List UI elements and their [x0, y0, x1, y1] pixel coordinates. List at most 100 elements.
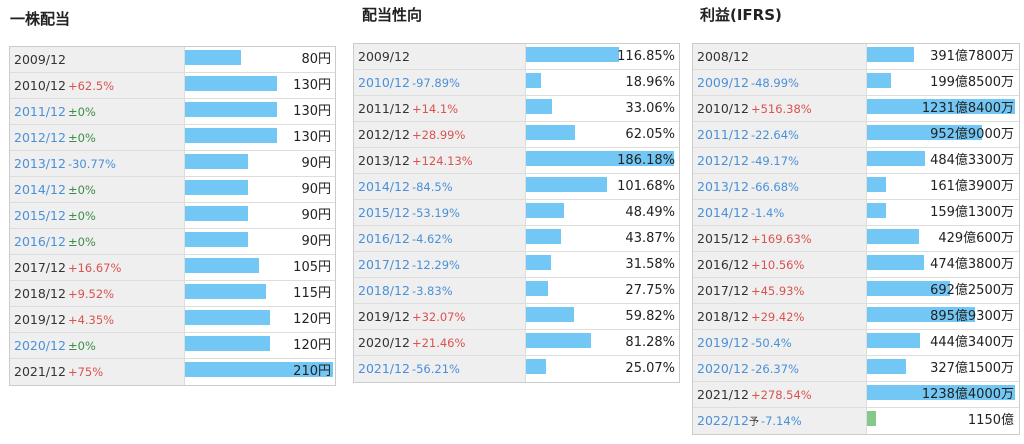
value-bar [185, 76, 277, 91]
row-label: 2012/12 -49.17% [693, 148, 867, 173]
change-percent: -53.19% [411, 206, 460, 220]
value-text: 90円 [301, 234, 331, 249]
dividend-table: 2009/12 80円 2010/12 +62.5% 130円 2011/12 ±0% 130… [9, 46, 336, 386]
table-row: 2021/12 +75% 210円 [10, 359, 335, 385]
year-label: 2013/12 [697, 179, 749, 194]
table-row: 2013/12 -30.77% 90円 [10, 151, 335, 177]
table-row: 2016/12 -4.62% 43.87% [354, 226, 679, 252]
value-text: 1150億 [967, 413, 1014, 428]
change-percent: -26.37% [750, 362, 799, 376]
change-percent: +21.46% [411, 336, 466, 350]
change-percent: +75% [67, 365, 104, 379]
year-label: 2009/12 [358, 49, 410, 64]
year-label: 2017/12 [358, 257, 410, 272]
value-bar [185, 232, 249, 247]
change-percent: +4.35% [67, 313, 115, 327]
value-bar [185, 180, 249, 195]
value-bar [867, 47, 915, 62]
value-cell: 90円 [185, 151, 335, 176]
table-row: 2012/12 -49.17% 484億3300万 [693, 148, 1019, 174]
value-text: 90円 [301, 156, 331, 171]
year-label: 2013/12 [358, 153, 410, 168]
value-bar [185, 102, 277, 117]
value-text: 43.87% [625, 231, 675, 246]
row-label: 2014/12 -84.5% [354, 174, 526, 199]
value-bar [185, 50, 242, 65]
table-row: 2010/12 +62.5% 130円 [10, 73, 335, 99]
value-bar [526, 73, 542, 88]
panel-title: 一株配当 [10, 10, 71, 28]
row-label: 2020/12 ±0% [10, 333, 185, 358]
value-bar [867, 411, 876, 426]
change-percent: ±0% [67, 131, 96, 145]
year-label: 2017/12 [14, 260, 66, 275]
change-percent: -49.17% [750, 154, 799, 168]
value-cell: 391億7800万 [867, 44, 1018, 69]
table-row: 2011/12 +14.1% 33.06% [354, 96, 679, 122]
value-bar [867, 125, 982, 140]
value-bar [526, 99, 553, 114]
year-label: 2020/12 [358, 335, 410, 350]
year-label: 2014/12 [14, 182, 66, 197]
change-percent: +14.1% [411, 102, 459, 116]
value-cell: 474億3800万 [867, 252, 1018, 277]
row-label: 2019/12 +32.07% [354, 304, 526, 329]
value-text: 48.49% [625, 205, 675, 220]
change-percent: +516.38% [750, 102, 812, 116]
change-percent: ±0% [67, 105, 96, 119]
table-row: 2014/12 ±0% 90円 [10, 177, 335, 203]
value-bar [867, 203, 887, 218]
value-bar [867, 229, 919, 244]
value-bar [185, 336, 270, 351]
value-text: 159億1300万 [930, 205, 1014, 220]
value-text: 1231億8400万 [921, 101, 1014, 116]
value-bar [526, 151, 674, 166]
row-label: 2013/12 -30.77% [10, 151, 185, 176]
change-percent: +16.67% [67, 261, 122, 275]
value-text: 33.06% [625, 101, 675, 116]
value-text: 18.96% [625, 75, 675, 90]
row-label: 2018/12 -3.83% [354, 278, 526, 303]
table-row: 2014/12 -1.4% 159億1300万 [693, 200, 1019, 226]
table-row: 2013/12 -66.68% 161億3900万 [693, 174, 1019, 200]
value-text: 81.28% [625, 335, 675, 350]
table-row: 2018/12 +9.52% 115円 [10, 281, 335, 307]
row-label: 2017/12 +45.93% [693, 278, 867, 303]
change-percent: -30.77% [67, 157, 116, 171]
value-cell: 90円 [185, 203, 335, 228]
table-row: 2020/12 -26.37% 327億1500万 [693, 356, 1019, 382]
table-row: 2019/12 -50.4% 444億3400万 [693, 330, 1019, 356]
value-text: 120円 [293, 312, 331, 327]
value-bar [185, 128, 277, 143]
value-bar [526, 307, 574, 322]
value-text: 80円 [301, 52, 331, 67]
change-percent: +32.07% [411, 310, 466, 324]
value-bar [185, 154, 249, 169]
panel-title: 配当性向 [362, 6, 423, 24]
row-label: 2017/12 +16.67% [10, 255, 185, 280]
value-text: 130円 [293, 78, 331, 93]
row-label: 2016/12 +10.56% [693, 252, 867, 277]
value-text: 90円 [301, 182, 331, 197]
value-text: 895億9300万 [930, 309, 1014, 324]
change-percent: +9.52% [67, 287, 115, 301]
year-label: 2010/12 [358, 75, 410, 90]
value-cell: 130円 [185, 125, 335, 150]
change-percent: +62.5% [67, 79, 115, 93]
value-bar [185, 310, 270, 325]
year-label: 2010/12 [14, 78, 66, 93]
value-bar [526, 47, 619, 62]
value-cell: 692億2500万 [867, 278, 1018, 303]
row-label: 2017/12 -12.29% [354, 252, 526, 277]
year-label: 2015/12 [14, 208, 66, 223]
change-percent: +28.99% [411, 128, 466, 142]
value-cell: 90円 [185, 229, 335, 254]
value-bar [526, 333, 591, 348]
value-text: 1238億4000万 [921, 387, 1014, 402]
row-label: 2021/12 +75% [10, 359, 185, 385]
value-cell: 90円 [185, 177, 335, 202]
row-label: 2018/12 +9.52% [10, 281, 185, 306]
row-label: 2009/12 -48.99% [693, 70, 867, 95]
year-label: 2013/12 [14, 156, 66, 171]
value-text: 199億8500万 [930, 75, 1014, 90]
